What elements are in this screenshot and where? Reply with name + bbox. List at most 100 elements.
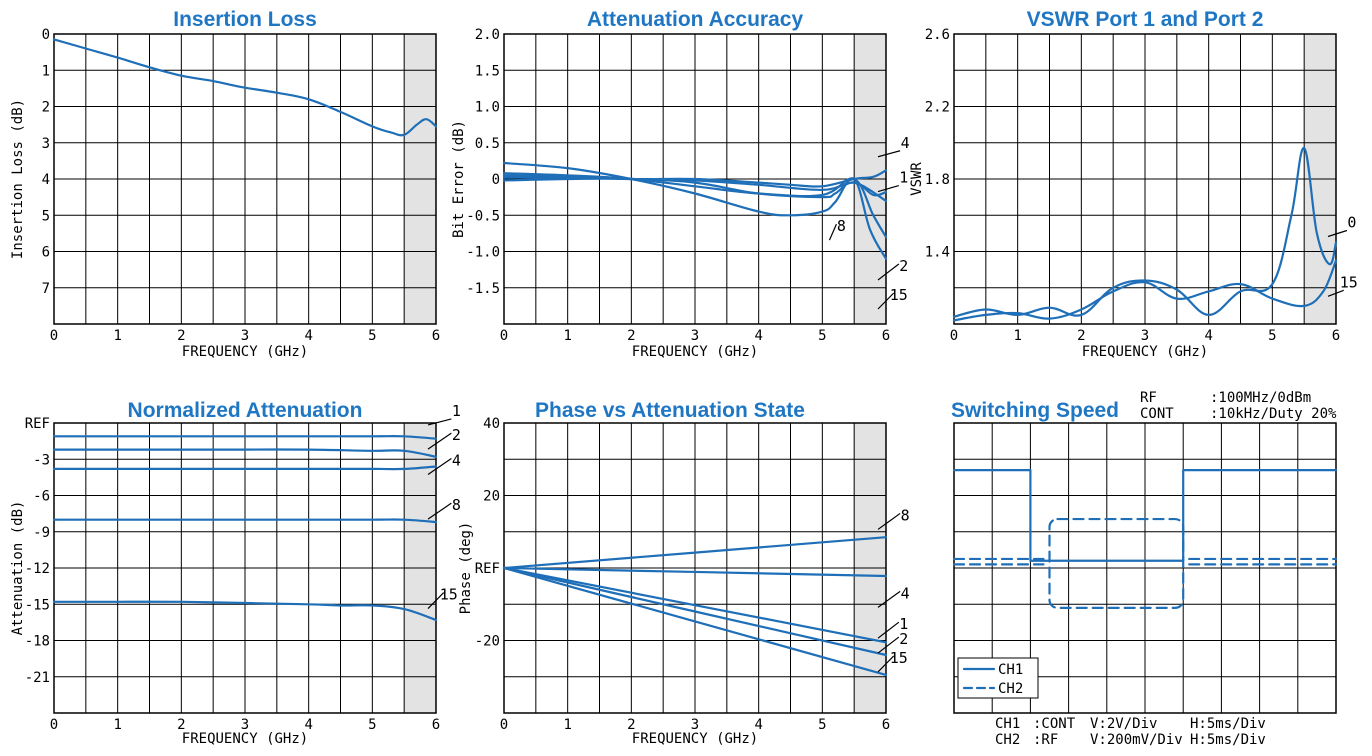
plot-frame <box>53 422 437 714</box>
x-tick-label: 5 <box>1268 328 1276 344</box>
grid <box>53 422 437 714</box>
series-line-8 <box>502 177 888 202</box>
x-tick-label: 4 <box>304 328 312 344</box>
plot-frame <box>53 33 437 325</box>
y-tick-label: 1 <box>42 63 50 79</box>
x-axis-label: FREQUENCY (GHz) <box>632 731 758 747</box>
chart-title: VSWR Port 1 and Port 2 <box>1027 8 1264 31</box>
x-tick-label: 5 <box>368 717 376 733</box>
header-cont-value: :10kHz/Duty 20% <box>1210 406 1337 422</box>
y-tick-label: 6 <box>42 245 50 261</box>
x-tick-label: 1 <box>1013 328 1021 344</box>
y-tick-label: 1.0 <box>475 100 500 116</box>
series-annotation-8: 8 <box>837 217 846 235</box>
y-tick-label: 0 <box>42 27 50 43</box>
series-line-0 <box>952 147 1338 318</box>
annotation-leader <box>877 184 899 193</box>
series-line-15 <box>52 600 438 622</box>
y-tick-label: 0.5 <box>475 136 500 152</box>
y-tick-label: 5 <box>42 208 50 224</box>
annotation-leader <box>877 655 895 673</box>
x-axis-label: FREQUENCY (GHz) <box>1082 344 1208 360</box>
y-tick-label: -20 <box>475 634 500 650</box>
annotation-leader <box>427 418 452 426</box>
annotation-leader <box>877 621 900 639</box>
y-axis-label: Attenuation (dB) <box>10 501 26 636</box>
annotation-leader <box>877 263 900 281</box>
x-tick-label: 5 <box>818 717 826 733</box>
x-tick-label: 1 <box>563 328 571 344</box>
x-tick-label: 5 <box>368 328 376 344</box>
series-line-2 <box>502 566 888 657</box>
annotation-leader <box>877 636 900 654</box>
series-annotation-1: 1 <box>452 402 461 420</box>
x-tick-label: 3 <box>691 717 699 733</box>
y-tick-label: 4 <box>42 172 50 188</box>
annotation-leader <box>877 150 901 158</box>
x-tick-label: 3 <box>1141 328 1149 344</box>
annotation-leader <box>877 512 901 530</box>
y-axis-label: Bit Error (dB) <box>451 120 467 238</box>
plot-frame <box>503 33 887 325</box>
x-tick-label: 2 <box>627 328 635 344</box>
annotation-leader <box>877 292 895 310</box>
series-annotation-8: 8 <box>452 496 461 514</box>
annotation-leader <box>1327 229 1348 238</box>
series-annotation-2: 2 <box>899 257 908 275</box>
y-tick-label: -21 <box>25 670 50 686</box>
y-tick-label: -1.5 <box>466 281 500 297</box>
panel-switching-speed: Switching Speed RFCONT:100MHz/0dBm:10kHz/… <box>951 390 1338 748</box>
plot-frame <box>953 33 1337 325</box>
legend-ch1-label: CH1 <box>998 662 1023 678</box>
y-tick-label: 2.0 <box>475 27 500 43</box>
series-annotation-2: 2 <box>899 630 908 648</box>
y-tick-label: -15 <box>25 597 50 613</box>
annotation-leader <box>828 223 837 241</box>
series-line-4 <box>502 566 888 578</box>
switching-title: Switching Speed <box>951 399 1119 422</box>
series-line-1 <box>502 566 888 644</box>
series-annotation-15: 15 <box>890 286 908 304</box>
series-annotation-1: 1 <box>899 169 908 187</box>
legend-ch2-label: CH2 <box>998 681 1023 697</box>
x-tick-label: 2 <box>627 717 635 733</box>
footer-ch2-3: H:5ms/Div <box>1190 732 1266 748</box>
y-tick-label: -9 <box>33 525 50 541</box>
x-tick-label: 2 <box>177 717 185 733</box>
footer-ch2-2: V:200mV/Div <box>1090 732 1183 748</box>
x-tick-label: 3 <box>241 717 249 733</box>
series-line-15 <box>502 161 888 260</box>
y-axis-label: Phase (deg) <box>458 522 474 615</box>
series-annotation-4: 4 <box>452 451 461 469</box>
series-annotation-15: 15 <box>440 586 458 604</box>
scope-frame <box>953 422 1337 714</box>
x-tick-label: 4 <box>304 717 312 733</box>
ch2-trace-burst <box>1048 517 1185 609</box>
footer-ch1-2: V:2V/Div <box>1090 716 1157 732</box>
x-tick-label: 0 <box>950 328 958 344</box>
y-tick-label: 40 <box>483 416 500 432</box>
series-annotation-4: 4 <box>901 134 910 152</box>
annotation-leader <box>877 590 901 608</box>
grid <box>503 422 887 714</box>
y-tick-label: 1.4 <box>925 245 950 261</box>
x-tick-label: 2 <box>177 328 185 344</box>
x-tick-label: 6 <box>1332 328 1340 344</box>
annotation-leader <box>427 592 445 610</box>
chart-title: Insertion Loss <box>173 8 317 31</box>
panel-normalized-attenuation: Normalized Attenuation 0 1 2 3 4 5 6 FREQUENCY (… <box>10 399 461 747</box>
series-annotation-15: 15 <box>890 649 908 667</box>
x-tick-label: 1 <box>563 717 571 733</box>
y-tick-label: 2.6 <box>925 27 950 43</box>
y-tick-label: -0.5 <box>466 208 500 224</box>
x-tick-label: 0 <box>500 717 508 733</box>
x-tick-label: 2 <box>1077 328 1085 344</box>
x-tick-label: 5 <box>818 328 826 344</box>
x-tick-label: 3 <box>691 328 699 344</box>
series-line-4 <box>52 465 438 471</box>
ch1-trace <box>952 469 1338 562</box>
x-tick-label: 6 <box>882 717 890 733</box>
y-tick-label: 2.2 <box>925 100 950 116</box>
x-axis-label: FREQUENCY (GHz) <box>182 731 308 747</box>
annotation-leader <box>427 502 452 520</box>
